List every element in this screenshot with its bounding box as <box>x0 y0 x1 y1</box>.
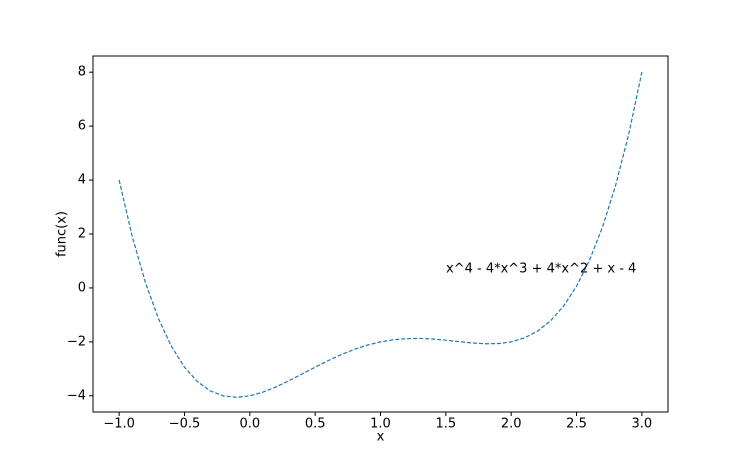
x-tick-label: 0.0 <box>239 417 260 432</box>
x-tick-label: 1.0 <box>370 417 391 432</box>
y-tick-label: −2 <box>67 334 86 349</box>
y-tick-label: 2 <box>78 227 86 242</box>
y-tick-label: −4 <box>67 388 86 403</box>
x-tick-label: 0.5 <box>305 417 326 432</box>
y-tick-label: 0 <box>78 280 86 295</box>
function-line <box>118 72 643 398</box>
x-tick-label: 3.0 <box>632 417 653 432</box>
y-tick-label: 8 <box>78 65 86 80</box>
x-tick-label: −0.5 <box>169 417 201 432</box>
x-tick-label: 1.5 <box>435 417 456 432</box>
x-tick-label: 2.0 <box>501 417 522 432</box>
y-tick-label: 6 <box>78 119 86 134</box>
annotation: x^4 - 4*x^3 + 4*x^2 + x - 4 <box>446 262 636 277</box>
y-axis-label: func(x) <box>55 211 70 257</box>
x-tick-label: −1.0 <box>103 417 135 432</box>
x-tick-label: 2.5 <box>566 417 587 432</box>
x-axis-label: x <box>377 430 385 445</box>
y-tick-label: 4 <box>78 173 86 188</box>
